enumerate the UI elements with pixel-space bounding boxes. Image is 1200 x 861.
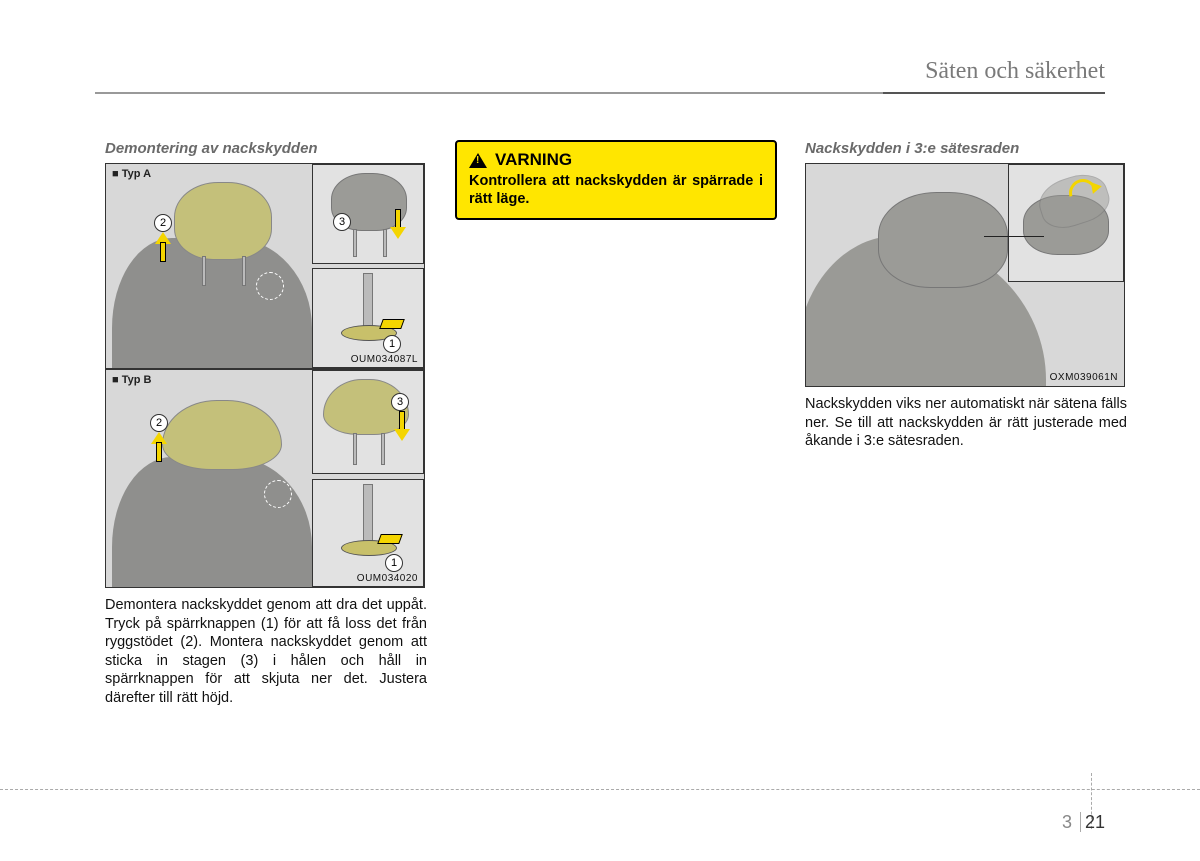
callout-3: 3 [333,213,351,231]
figure-label-b: ■ Typ B [112,374,151,386]
warning-title-row: VARNING [469,150,763,170]
figure-label-a: ■ Typ A [112,168,151,180]
warning-title: VARNING [495,150,572,170]
page-footer: 3 21 [0,789,1200,829]
section-title: Säten och säkerhet [925,58,1105,85]
figure-typ-a: ■ Typ A 2 3 1 OUM0 [105,163,425,369]
callout-2: 2 [154,214,172,232]
body-3rd-row: Nackskydden viks ner automatiskt när sät… [805,395,1127,451]
callout-3b: 3 [391,393,409,411]
content-area: Demontering av nackskydden ■ Typ A 2 3 [105,140,1105,707]
body-demontering: Demontera nackskyddet genom att dra det … [105,596,427,707]
column-warning: VARNING Kontrollera att nackskydden är s… [455,140,777,707]
callout-1b: 1 [385,554,403,572]
warning-triangle-icon [469,153,487,168]
warning-body: Kontrollera att nackskydden är spärrade … [469,172,763,208]
figure-code-c: OXM039061N [1050,372,1118,383]
header-rule [95,92,1105,94]
figure-code-b: OUM034020 [357,573,418,584]
section-number: 3 [1062,812,1072,832]
page-number: 3 21 [1062,812,1105,833]
heading-demontering: Demontering av nackskydden [105,140,427,157]
figure-code-a: OUM034087L [351,354,418,365]
callout-1: 1 [383,335,401,353]
heading-3rd-row: Nackskydden i 3:e sätesraden [805,140,1127,157]
figure-typ-b: ■ Typ B 2 3 1 OUM034020 [105,369,425,588]
callout-2b: 2 [150,414,168,432]
page-no: 21 [1085,812,1105,832]
column-3rd-row: Nackskydden i 3:e sätesraden OXM039061N … [805,140,1127,707]
warning-box: VARNING Kontrollera att nackskydden är s… [455,140,777,220]
column-demontering: Demontering av nackskydden ■ Typ A 2 3 [105,140,427,707]
figure-3rd-row: OXM039061N [805,163,1125,387]
